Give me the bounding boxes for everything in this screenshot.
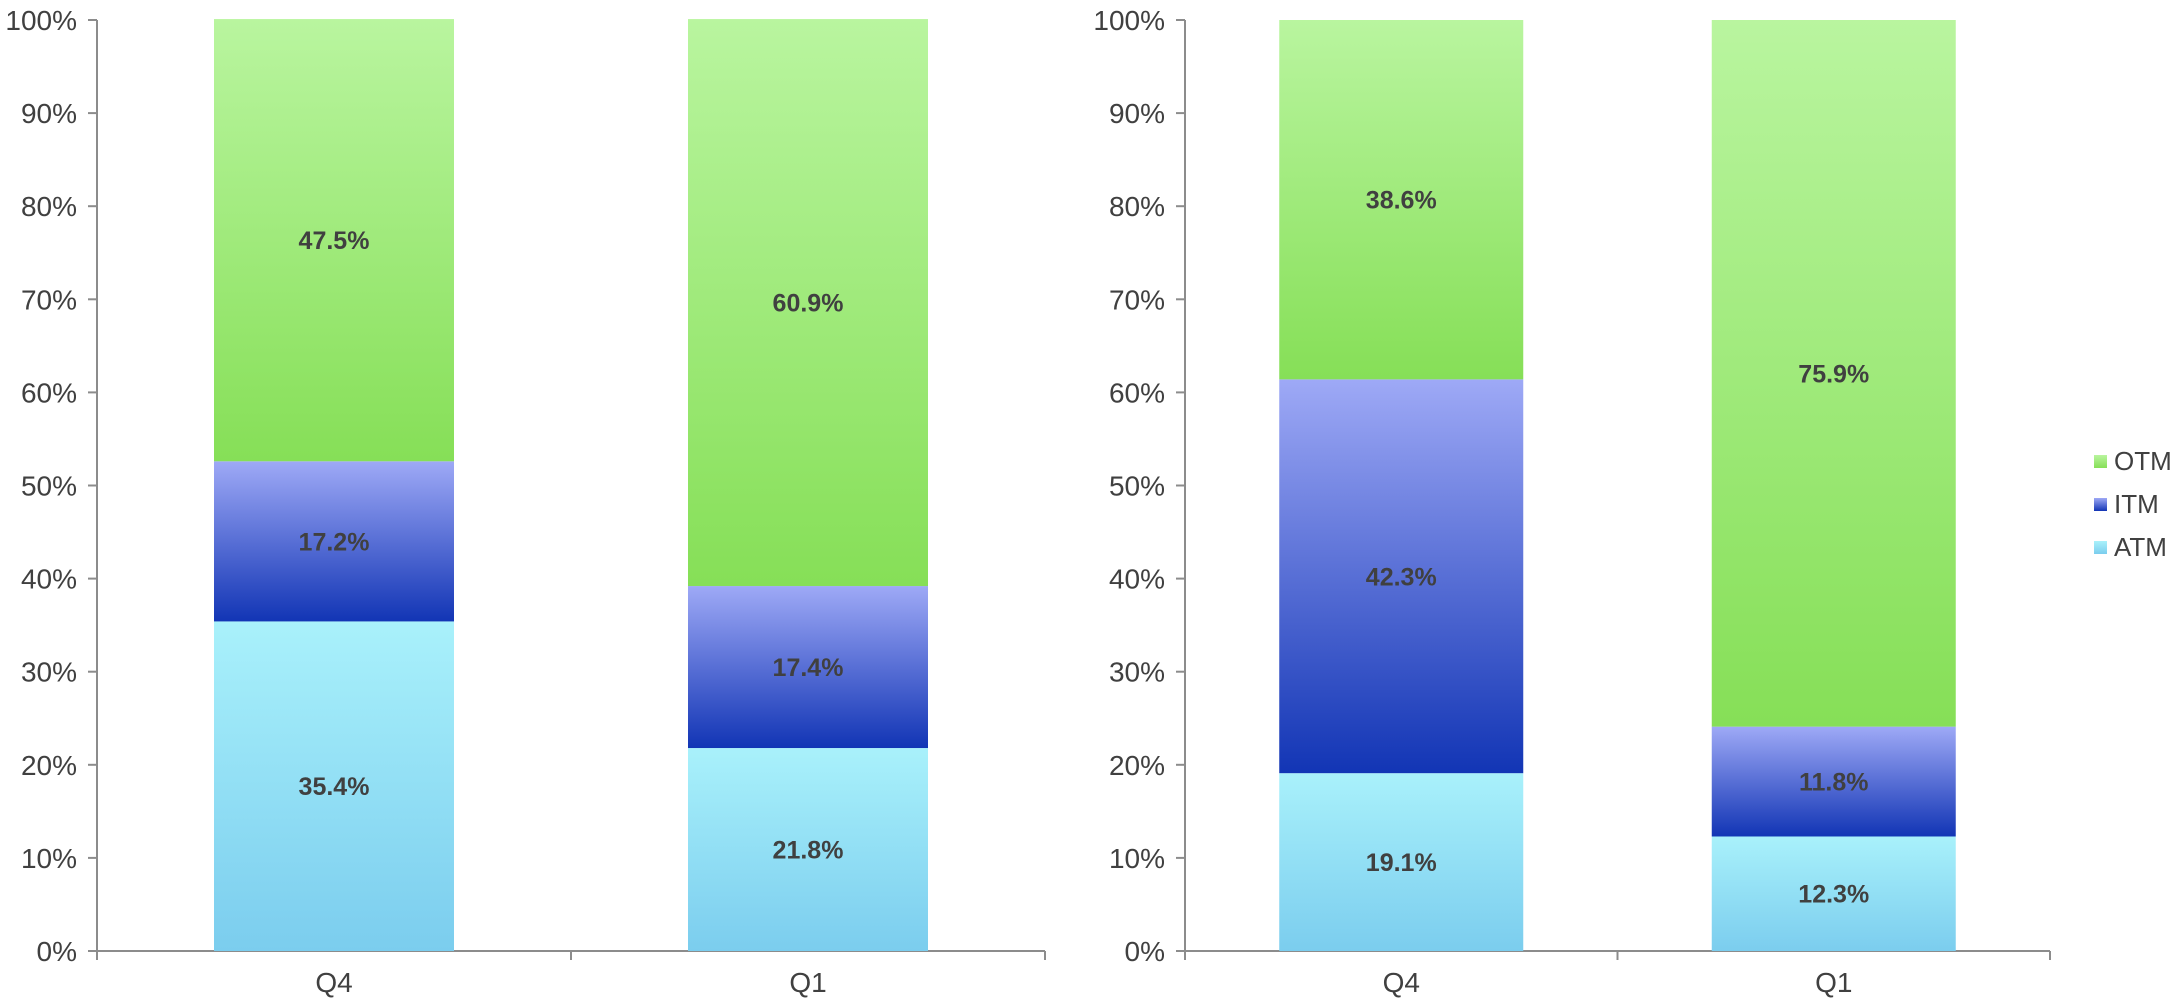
- data-label: 60.9%: [773, 290, 844, 318]
- y-tick-label: 20%: [1109, 750, 1165, 781]
- y-tick-label: 80%: [21, 191, 77, 222]
- bar-segment-atm: [1711, 836, 1956, 951]
- legend-swatch-otm: [2094, 455, 2107, 468]
- y-tick-label: 70%: [1109, 284, 1165, 315]
- data-label: 75.9%: [1798, 360, 1869, 388]
- data-label: 17.2%: [299, 528, 370, 556]
- data-label: 19.1%: [1366, 849, 1437, 877]
- bar-segment-atm: [688, 748, 928, 951]
- legend-label-otm: OTM: [2114, 446, 2172, 476]
- y-tick-label: 70%: [21, 284, 77, 315]
- y-tick-label: 50%: [1109, 471, 1165, 502]
- y-tick-label: 100%: [5, 5, 77, 36]
- y-tick-label: 40%: [1109, 564, 1165, 595]
- legend-label-atm: ATM: [2114, 532, 2167, 562]
- bar-segment-atm: [214, 621, 454, 951]
- bar-segment-otm: [214, 19, 454, 462]
- bar-segment-itm: [214, 461, 454, 622]
- y-tick-label: 50%: [21, 471, 77, 502]
- legend: OTM ITM ATM: [2094, 446, 2172, 562]
- y-tick-label: 90%: [1109, 98, 1165, 129]
- bar-segment-otm: [1711, 20, 1956, 727]
- data-label: 17.4%: [773, 654, 844, 682]
- x-category-label: Q4: [315, 967, 352, 998]
- y-tick-label: 60%: [21, 377, 77, 408]
- y-tick-label: 30%: [1109, 657, 1165, 688]
- data-label: 35.4%: [299, 773, 370, 801]
- data-label: 21.8%: [773, 837, 844, 865]
- bar-segment-itm: [1279, 379, 1524, 774]
- y-tick-label: 10%: [21, 843, 77, 874]
- x-category-label: Q1: [789, 967, 826, 998]
- y-tick-label: 90%: [21, 98, 77, 129]
- y-tick-label: 0%: [1125, 936, 1165, 967]
- data-label: 11.8%: [1799, 769, 1869, 797]
- legend-label-itm: ITM: [2114, 489, 2159, 519]
- y-tick-label: 20%: [21, 750, 77, 781]
- data-label: 38.6%: [1366, 187, 1437, 215]
- chart-panel-1: 0% 10% 20% 30% 40% 50% 60% 70% 80% 90% 100% Q4 35.4%…: [5, 5, 1046, 998]
- legend-swatch-atm: [2094, 541, 2107, 554]
- bar-segment-otm: [1279, 20, 1524, 380]
- y-tick-label: 0%: [37, 936, 77, 967]
- y-tick-label: 30%: [21, 657, 77, 688]
- bar-segment-atm: [1279, 773, 1524, 951]
- y-tick-label: 80%: [1109, 191, 1165, 222]
- y-tick-label: 60%: [1109, 377, 1165, 408]
- bar-segment-itm: [688, 586, 928, 749]
- chart-panel-2: 0% 10% 20% 30% 40% 50% 60% 70% 80% 90% 100% Q4 19.1%…: [1093, 5, 2051, 998]
- legend-swatch-itm: [2094, 498, 2107, 511]
- y-tick-label: 10%: [1109, 843, 1165, 874]
- data-label: 12.3%: [1798, 881, 1869, 909]
- bar-segment-itm: [1711, 726, 1956, 837]
- data-label: 47.5%: [299, 227, 370, 255]
- bar-segment-otm: [688, 19, 928, 587]
- y-tick-label: 40%: [21, 564, 77, 595]
- data-label: 42.3%: [1366, 563, 1437, 591]
- x-category-label: Q4: [1383, 967, 1420, 998]
- y-tick-label: 100%: [1093, 5, 1165, 36]
- x-category-label: Q1: [1815, 967, 1852, 998]
